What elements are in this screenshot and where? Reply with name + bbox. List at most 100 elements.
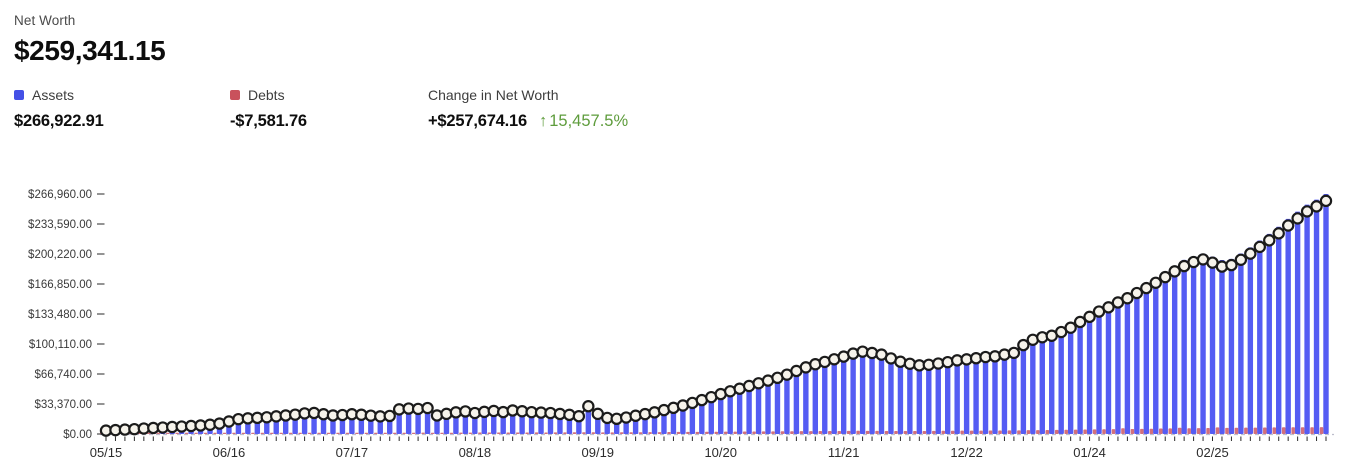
asset-bar[interactable]	[1067, 323, 1074, 434]
net-worth-point[interactable]	[1244, 247, 1257, 260]
asset-bar[interactable]	[755, 380, 762, 434]
debt-bar[interactable]	[487, 432, 492, 434]
asset-bar[interactable]	[859, 348, 866, 434]
asset-bar[interactable]	[1200, 253, 1206, 434]
debt-bar[interactable]	[714, 431, 719, 434]
debt-bar[interactable]	[771, 431, 775, 434]
debt-bar[interactable]	[270, 432, 274, 434]
debt-bar[interactable]	[657, 432, 662, 434]
asset-bar[interactable]	[954, 357, 960, 434]
net-worth-point[interactable]	[1234, 253, 1248, 266]
asset-bar[interactable]	[1181, 259, 1187, 434]
debt-bar[interactable]	[875, 430, 879, 434]
asset-bar[interactable]	[935, 360, 941, 434]
asset-bar[interactable]	[1143, 282, 1150, 434]
net-worth-point[interactable]	[572, 409, 586, 423]
debt-bar[interactable]	[610, 432, 614, 434]
debt-bar[interactable]	[298, 432, 302, 434]
debt-bar[interactable]	[572, 432, 577, 434]
net-worth-point[interactable]	[582, 400, 595, 413]
debt-bar[interactable]	[695, 431, 700, 434]
debt-bar[interactable]	[723, 431, 728, 434]
debt-bar[interactable]	[1291, 427, 1295, 434]
debt-bar[interactable]	[241, 432, 246, 434]
net-worth-point[interactable]	[1281, 219, 1295, 232]
debt-bar[interactable]	[998, 430, 1002, 434]
debt-bar[interactable]	[459, 432, 463, 434]
debt-bar[interactable]	[497, 432, 501, 434]
debt-bar[interactable]	[676, 431, 681, 434]
debt-bar[interactable]	[1244, 427, 1248, 434]
debt-bar[interactable]	[1121, 428, 1125, 434]
debt-bar[interactable]	[203, 432, 208, 434]
debt-bar[interactable]	[166, 432, 170, 434]
debt-bar[interactable]	[1187, 428, 1191, 434]
debt-bar[interactable]	[1026, 430, 1031, 434]
net-worth-point[interactable]	[1064, 321, 1077, 334]
debt-bar[interactable]	[336, 432, 340, 434]
debt-bar[interactable]	[213, 432, 217, 434]
debt-bar[interactable]	[809, 431, 813, 434]
debt-bar[interactable]	[601, 432, 605, 434]
debt-bar[interactable]	[1206, 428, 1210, 434]
net-worth-point[interactable]	[1300, 205, 1314, 218]
debt-bar[interactable]	[1196, 428, 1201, 434]
debt-bar[interactable]	[780, 431, 785, 434]
asset-bar[interactable]	[878, 351, 885, 434]
debt-bar[interactable]	[355, 432, 359, 434]
debt-bar[interactable]	[175, 432, 179, 434]
debt-bar[interactable]	[941, 430, 946, 434]
asset-bar[interactable]	[1124, 292, 1131, 434]
net-worth-point[interactable]	[1121, 292, 1134, 305]
debt-bar[interactable]	[279, 432, 283, 434]
asset-bar[interactable]	[803, 364, 809, 434]
debt-bar[interactable]	[326, 432, 331, 434]
debt-bar[interactable]	[1215, 427, 1220, 434]
net-worth-point[interactable]	[1225, 258, 1238, 272]
debt-bar[interactable]	[421, 432, 425, 434]
debt-bar[interactable]	[979, 430, 983, 434]
debt-bar[interactable]	[364, 432, 369, 434]
debt-bar[interactable]	[1272, 427, 1277, 434]
asset-bar[interactable]	[765, 377, 771, 434]
net-worth-point[interactable]	[421, 401, 434, 415]
asset-bar[interactable]	[926, 361, 932, 434]
debt-bar[interactable]	[1007, 430, 1012, 434]
debt-bar[interactable]	[345, 432, 350, 434]
debt-bar[interactable]	[563, 432, 567, 434]
debt-bar[interactable]	[222, 432, 227, 434]
debt-bar[interactable]	[582, 432, 586, 434]
debt-bar[interactable]	[534, 432, 539, 434]
asset-bar[interactable]	[1190, 256, 1197, 434]
asset-bar[interactable]	[793, 368, 800, 434]
debt-bar[interactable]	[1159, 428, 1163, 434]
debt-bar[interactable]	[1111, 429, 1116, 434]
asset-bar[interactable]	[708, 394, 714, 434]
debt-bar[interactable]	[1225, 427, 1229, 434]
debt-bar[interactable]	[988, 430, 993, 434]
debt-bar[interactable]	[950, 430, 955, 434]
asset-bar[interactable]	[1020, 341, 1027, 434]
asset-bar[interactable]	[916, 362, 923, 434]
debt-bar[interactable]	[1102, 429, 1106, 434]
debt-bar[interactable]	[1054, 429, 1059, 434]
net-worth-point[interactable]	[1073, 315, 1087, 329]
asset-bar[interactable]	[1153, 277, 1159, 434]
asset-bar[interactable]	[1086, 312, 1093, 434]
asset-bar[interactable]	[1323, 194, 1329, 434]
debt-bar[interactable]	[686, 431, 690, 434]
asset-bar[interactable]	[1294, 211, 1301, 434]
net-worth-point[interactable]	[1168, 265, 1181, 278]
asset-bar[interactable]	[888, 355, 894, 434]
debt-bar[interactable]	[1130, 428, 1135, 434]
net-worth-point[interactable]	[1310, 200, 1323, 213]
asset-bar[interactable]	[850, 350, 856, 434]
asset-bar[interactable]	[1228, 258, 1235, 434]
asset-bar[interactable]	[727, 388, 733, 434]
debt-bar[interactable]	[1319, 427, 1324, 434]
debt-bar[interactable]	[374, 432, 378, 434]
net-worth-point[interactable]	[1291, 212, 1304, 225]
asset-bar[interactable]	[907, 360, 913, 434]
debt-bar[interactable]	[553, 432, 558, 434]
debt-bar[interactable]	[903, 431, 908, 434]
